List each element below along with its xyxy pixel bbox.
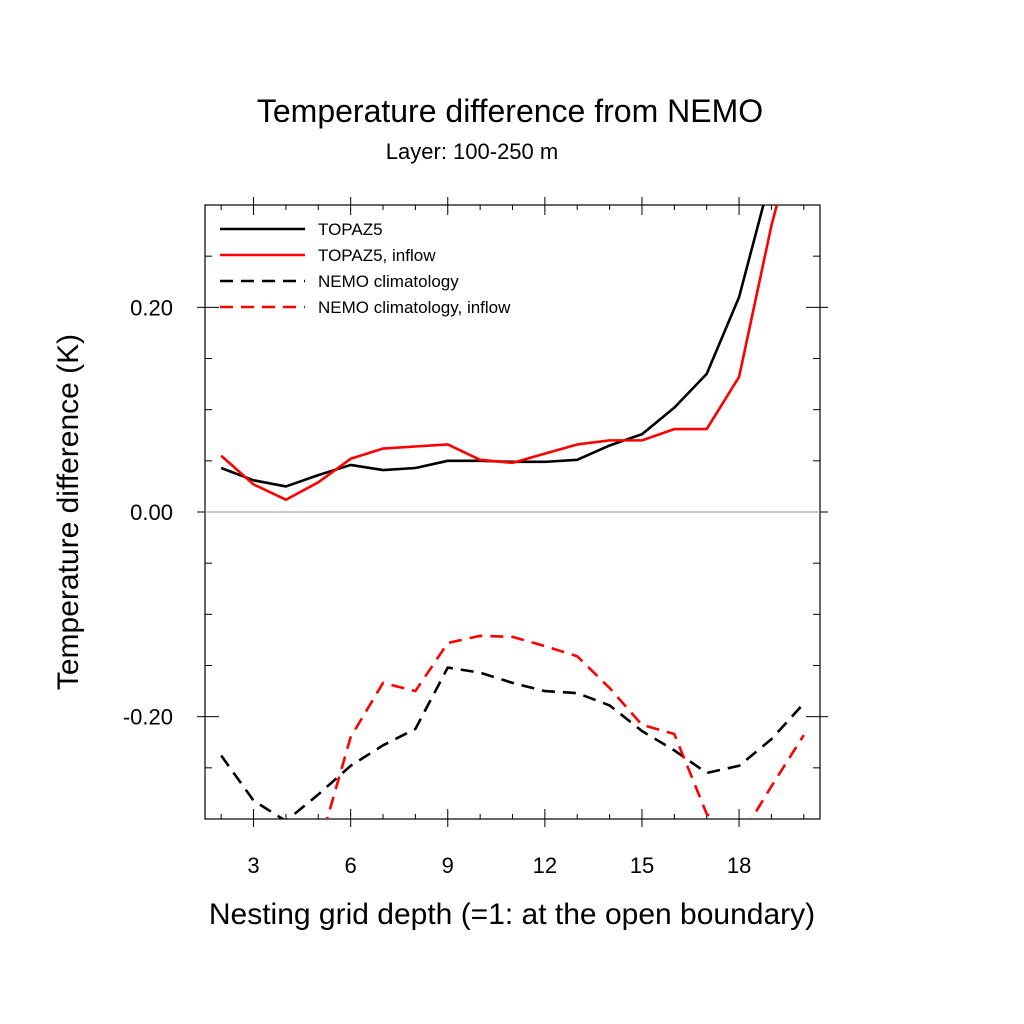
legend-label-4: NEMO climatology, inflow	[318, 298, 511, 317]
legend: TOPAZ5 TOPAZ5, inflow NEMO climatology NEMO…	[220, 220, 511, 317]
series-line-3	[220, 666, 805, 819]
legend-label-2: TOPAZ5, inflow	[318, 246, 436, 265]
y-tick-label: -0.20	[123, 705, 173, 730]
series-lines	[220, 205, 805, 819]
y-tick-label: 0.00	[130, 500, 173, 525]
series-line-1	[220, 205, 765, 488]
legend-label-1: TOPAZ5	[318, 220, 383, 239]
legend-label-3: NEMO climatology	[318, 272, 459, 291]
x-axis-label: Nesting grid depth (=1: at the open boun…	[209, 898, 815, 931]
x-tick-label: 18	[727, 853, 751, 878]
y-tick-label: 0.20	[130, 295, 173, 320]
x-tick-label: 12	[533, 853, 557, 878]
series-line-2	[220, 205, 779, 502]
axis-tick-labels: 3 6 9 12 15 18 -0.20 0.00 0.20	[123, 295, 751, 878]
x-tick-label: 9	[442, 853, 454, 878]
x-tick-label: 6	[345, 853, 357, 878]
y-axis-label: Temperature difference (K)	[52, 334, 85, 690]
axis-ticks	[197, 197, 828, 827]
chart-title: Temperature difference from NEMO	[257, 93, 763, 129]
x-tick-label: 3	[247, 853, 259, 878]
series-line-4	[325, 634, 805, 819]
chart-subtitle: Layer: 100-250 m	[386, 139, 558, 164]
x-tick-label: 15	[630, 853, 654, 878]
